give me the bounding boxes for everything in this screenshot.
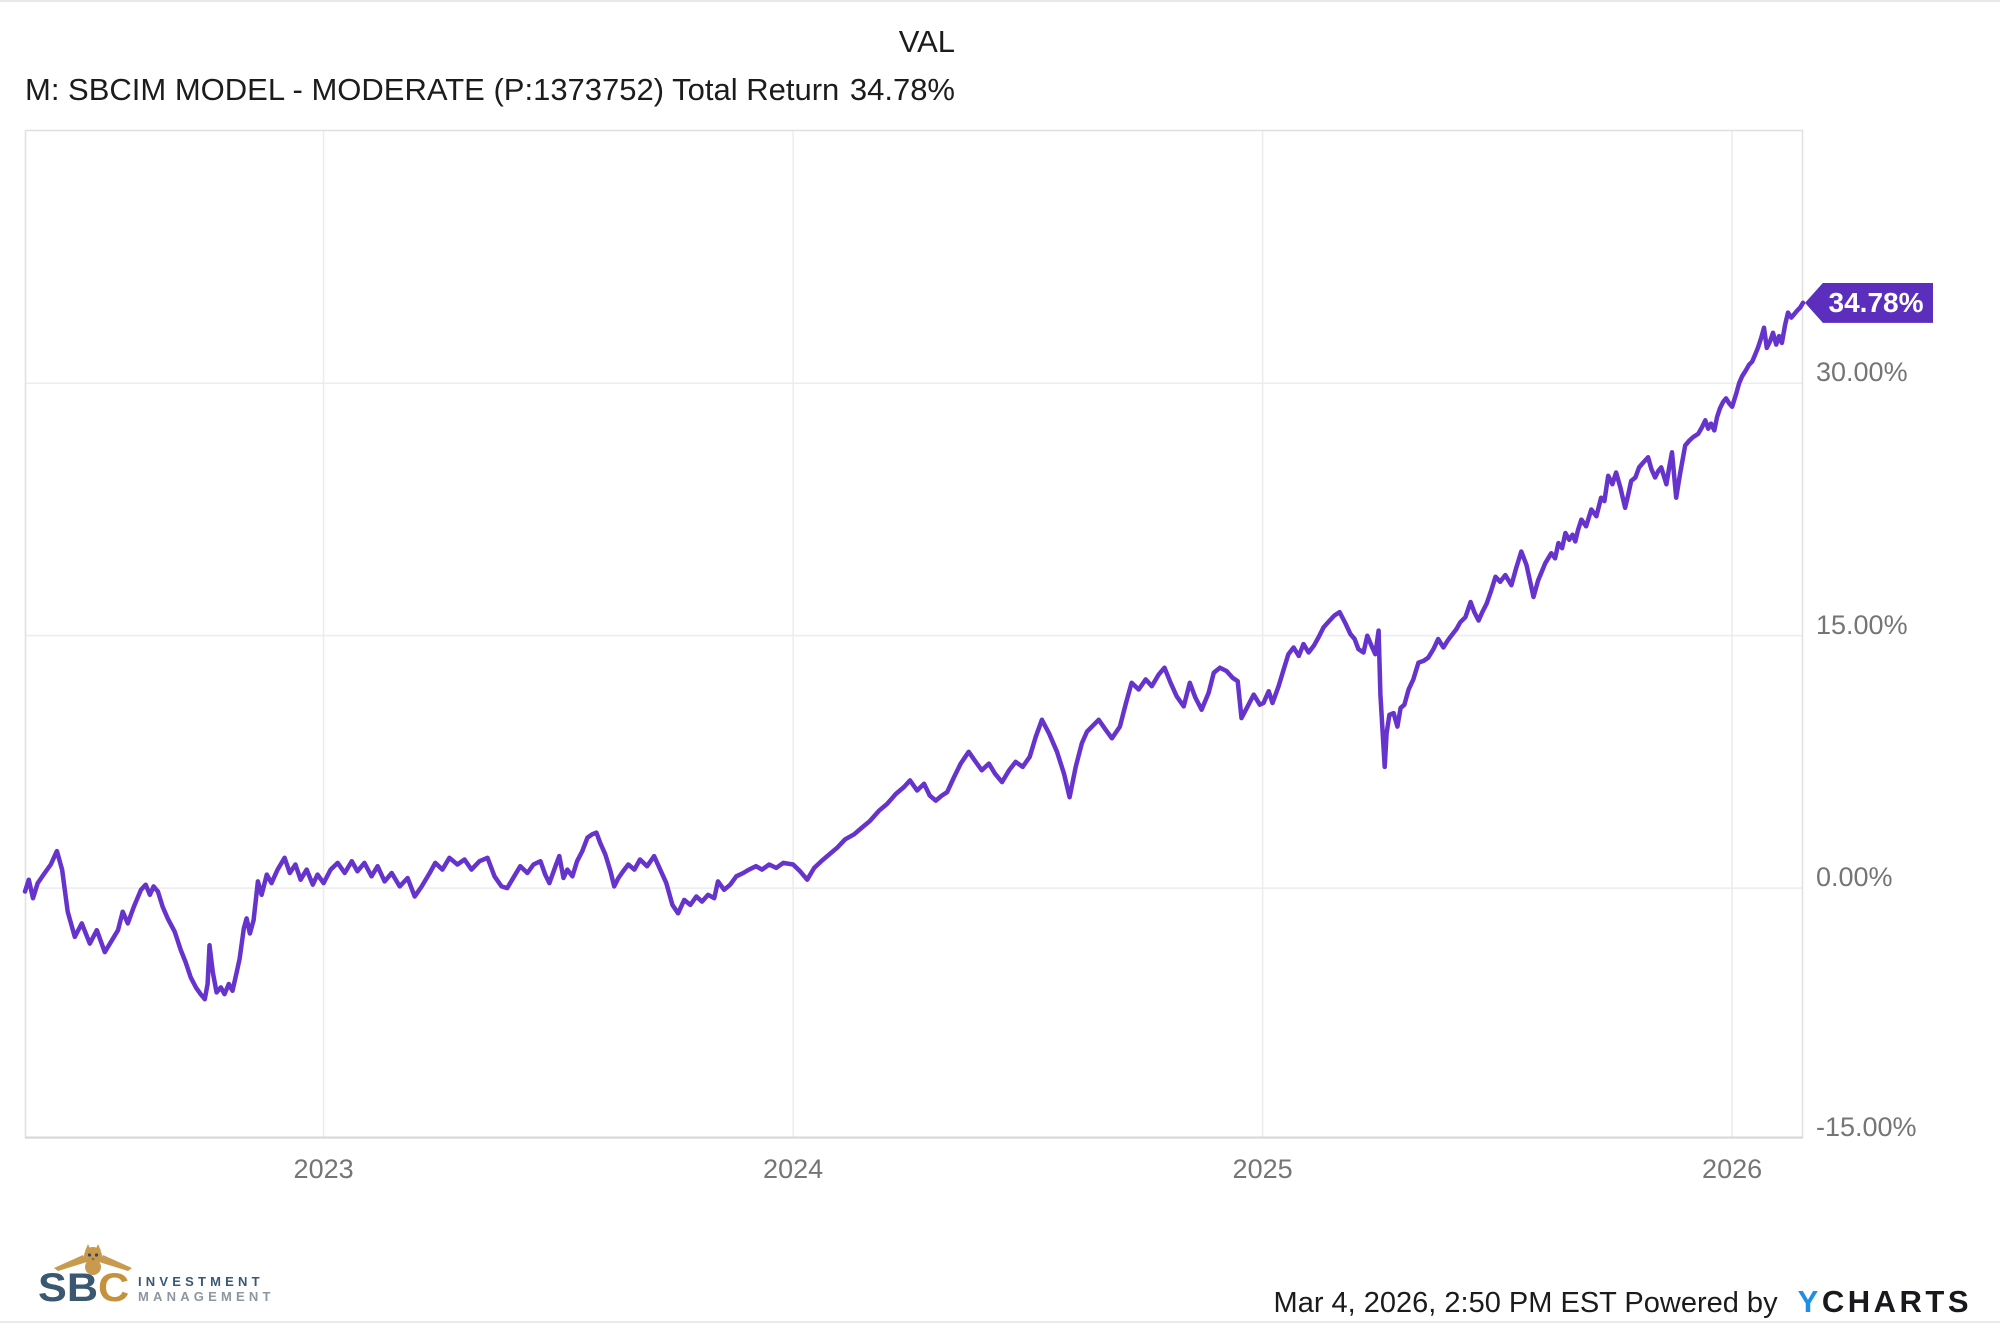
powered-by-label: Powered by bbox=[1624, 1287, 1778, 1319]
y-axis-label: -15.00% bbox=[1816, 1112, 1917, 1142]
owl-icon bbox=[54, 1243, 132, 1275]
logo-management-label: MANAGEMENT bbox=[138, 1289, 275, 1304]
sbc-letter-c: C bbox=[98, 1266, 130, 1310]
chart-canvas[interactable] bbox=[22, 129, 1806, 1139]
ycharts-wordmark: CHARTS bbox=[1821, 1284, 1972, 1319]
y-axis-label: 15.00% bbox=[1816, 609, 1908, 640]
sbc-wordmark: SBC bbox=[38, 1268, 129, 1308]
sbc-letter-s: S bbox=[38, 1266, 67, 1310]
logo-investment-label: INVESTMENT bbox=[138, 1274, 264, 1289]
top-divider bbox=[0, 0, 2000, 2]
x-axis-label: 2023 bbox=[293, 1154, 354, 1184]
y-axis-label: 0.00% bbox=[1816, 862, 1893, 893]
val-current-value: 34.78% bbox=[849, 72, 955, 107]
bottom-divider bbox=[0, 1321, 2000, 1323]
x-axis-label: 2024 bbox=[763, 1154, 824, 1184]
sbc-logo: SBC INVESTMENT MANAGEMENT bbox=[38, 1242, 298, 1308]
x-axis-label: 2026 bbox=[1702, 1154, 1763, 1184]
val-column-header: VAL bbox=[898, 24, 955, 59]
sbc-letter-b: B bbox=[66, 1266, 99, 1310]
ycharts-logo: YCHARTS bbox=[1798, 1284, 1972, 1319]
x-axis-label: 2025 bbox=[1232, 1154, 1293, 1184]
chart-title: M: SBCIM MODEL - MODERATE (P:1373752) To… bbox=[25, 72, 840, 107]
series-line bbox=[22, 300, 1806, 1002]
plot-border bbox=[24, 129, 1804, 1139]
chart-plot-area[interactable] bbox=[22, 129, 1806, 1139]
y-axis-label: 30.00% bbox=[1816, 357, 1908, 388]
footer: Mar 4, 2026, 2:50 PM EST Powered by YCHA… bbox=[1274, 1284, 1972, 1320]
last-value-badge: 34.78% bbox=[1805, 282, 1933, 323]
ycharts-y-icon: Y bbox=[1797, 1284, 1822, 1319]
footer-timestamp: Mar 4, 2026, 2:50 PM EST bbox=[1273, 1287, 1617, 1319]
